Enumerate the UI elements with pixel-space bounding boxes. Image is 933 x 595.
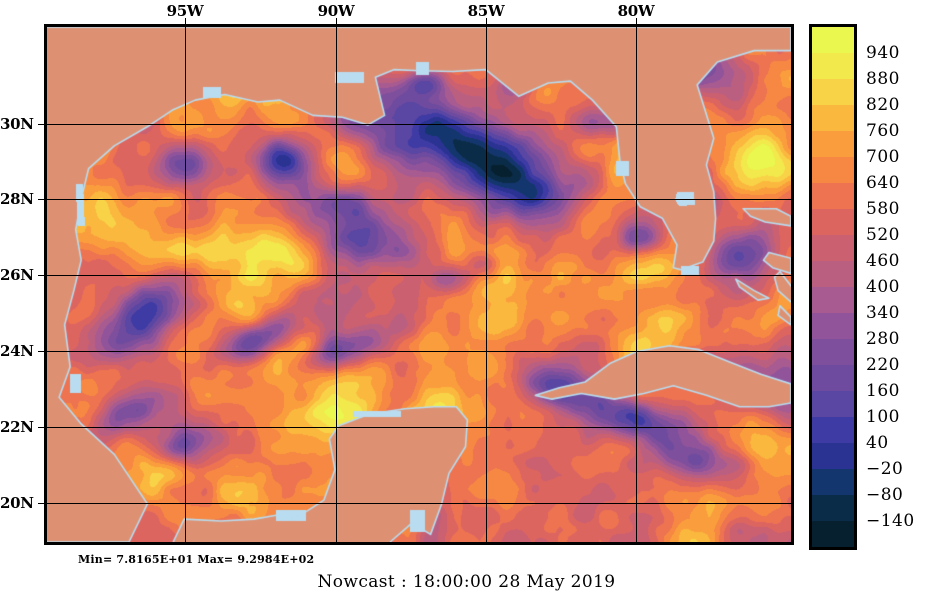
lat-label-20n: 20N: [0, 494, 34, 512]
colorbar-label-4: 700: [866, 147, 900, 167]
colorbar-label-3: 760: [866, 121, 900, 141]
colorbar-label-15: 40: [866, 433, 889, 453]
lat-tick-4: [38, 427, 44, 428]
colorbar-band-3: [812, 105, 854, 131]
colorbar-bands: [812, 27, 854, 547]
colorbar-label-0: 940: [866, 43, 900, 63]
lat-label-30n: 30N: [0, 115, 34, 133]
lon-label-90w: 90W: [317, 2, 355, 20]
lon-label-95w: 95W: [166, 2, 204, 20]
colorbar-label-16: −20: [866, 459, 904, 479]
colorbar-label-10: 340: [866, 303, 900, 323]
colorbar-band-17: [812, 469, 854, 495]
lon-label-80w: 80W: [617, 2, 655, 20]
colorbar-label-11: 280: [866, 329, 900, 349]
colorbar-band-19: [812, 521, 854, 547]
colorbar-band-0: [812, 27, 854, 53]
lat-tick-5: [38, 503, 44, 504]
lon-tick-1: [336, 18, 337, 24]
lat-label-28n: 28N: [0, 190, 34, 208]
colorbar-band-14: [812, 391, 854, 417]
heatmap-field: [47, 27, 791, 542]
colorbar-band-18: [812, 495, 854, 521]
colorbar-label-18: −140: [866, 511, 915, 531]
lon-tick-2: [486, 18, 487, 24]
colorbar-band-1: [812, 53, 854, 79]
colorbar-band-13: [812, 365, 854, 391]
colorbar-label-14: 100: [866, 407, 900, 427]
figure-caption: Nowcast : 18:00:00 28 May 2019: [317, 572, 616, 592]
colorbar-label-8: 460: [866, 251, 900, 271]
minmax-annotation: Min= 7.8165E+01 Max= 9.2984E+02: [78, 553, 315, 566]
colorbar-band-5: [812, 157, 854, 183]
colorbar-label-12: 220: [866, 355, 900, 375]
lat-label-24n: 24N: [0, 342, 34, 360]
colorbar-label-2: 820: [866, 95, 900, 115]
lon-tick-0: [185, 18, 186, 24]
colorbar-band-16: [812, 443, 854, 469]
lon-tick-3: [636, 18, 637, 24]
lat-label-22n: 22N: [0, 418, 34, 436]
colorbar-band-12: [812, 339, 854, 365]
lat-tick-3: [38, 351, 44, 352]
lat-tick-1: [38, 199, 44, 200]
colorbar-label-9: 400: [866, 277, 900, 297]
colorbar-band-2: [812, 79, 854, 105]
lon-label-85w: 85W: [467, 2, 505, 20]
lat-tick-2: [38, 275, 44, 276]
colorbar-band-15: [812, 417, 854, 443]
colorbar-band-6: [812, 183, 854, 209]
colorbar-band-11: [812, 313, 854, 339]
lat-label-26n: 26N: [0, 266, 34, 284]
colorbar-band-8: [812, 235, 854, 261]
colorbar-band-4: [812, 131, 854, 157]
colorbar: [809, 24, 857, 550]
colorbar-label-6: 580: [866, 199, 900, 219]
colorbar-label-13: 160: [866, 381, 900, 401]
colorbar-label-1: 880: [866, 69, 900, 89]
colorbar-label-17: −80: [866, 485, 904, 505]
colorbar-label-5: 640: [866, 173, 900, 193]
colorbar-label-7: 520: [866, 225, 900, 245]
colorbar-band-10: [812, 287, 854, 313]
colorbar-band-9: [812, 261, 854, 287]
map-plot-area: [44, 24, 794, 545]
lat-tick-0: [38, 124, 44, 125]
colorbar-band-7: [812, 209, 854, 235]
